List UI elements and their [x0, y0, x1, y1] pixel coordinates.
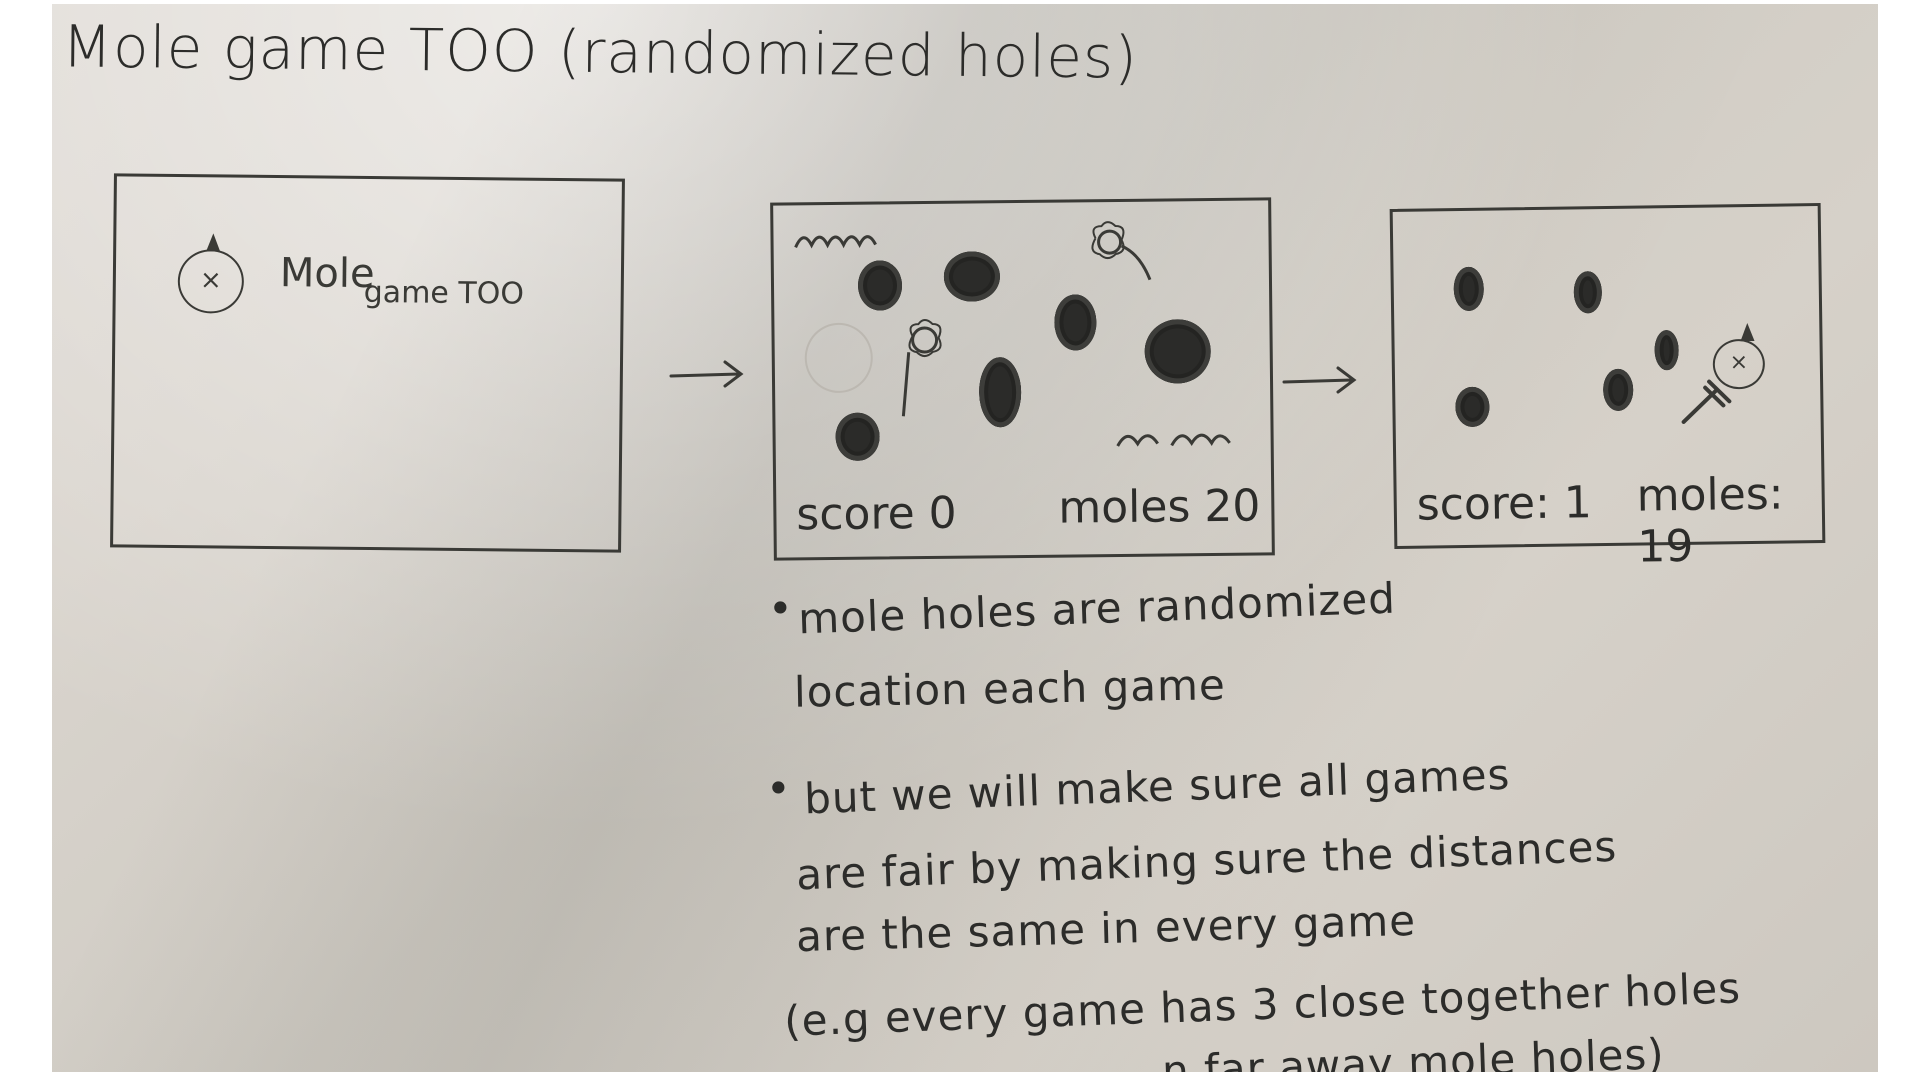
logo-word-mole: Mole [279, 250, 375, 298]
notebook-page: Mole game TOO (randomized holes) × Mole … [52, 4, 1878, 1072]
arrow-right-icon [1282, 366, 1357, 394]
grass-squiggle-icon [794, 235, 877, 249]
mole-hole[interactable] [835, 412, 880, 461]
score-label: score 0 [796, 487, 957, 541]
mole-hole[interactable] [1054, 294, 1097, 351]
page-title: Mole game TOO (randomized holes) [61, 12, 1139, 92]
note-bullet: • [765, 763, 793, 814]
note-line: location each game [793, 660, 1227, 717]
mole-hole[interactable] [1654, 330, 1679, 371]
grass-squiggle-icon [1116, 433, 1231, 447]
title-screen-frame: × Mole game TOO [110, 173, 625, 553]
mole-hole[interactable] [943, 251, 1001, 302]
gameplay-frame: score 0 moles 20 [770, 197, 1275, 561]
mole-hole[interactable] [857, 260, 903, 311]
note-line: mole holes are randomized [797, 573, 1397, 644]
mallet-icon [1681, 379, 1732, 424]
mole-hole[interactable] [978, 357, 1022, 428]
hit-screen-frame: × score: 1 moles: 19 [1389, 203, 1826, 573]
flower-icon [901, 319, 942, 417]
arrow-right-icon [669, 360, 744, 388]
flower-icon [1091, 221, 1152, 281]
mole-hole[interactable] [1455, 386, 1490, 428]
note-line: n far away mole holes) [1161, 1029, 1666, 1072]
note-line: but we will make sure all games [803, 749, 1512, 824]
note-line: are the same in every game [795, 895, 1417, 962]
moles-remaining-label: moles: 19 [1636, 468, 1784, 573]
note-line: are fair by making sure the distances [795, 821, 1618, 900]
score-label: score: 1 [1416, 477, 1593, 531]
note-bullet: • [767, 583, 795, 634]
mole-hole[interactable] [1573, 271, 1603, 314]
empty-hole-outline [804, 322, 874, 394]
mole-hole[interactable] [1453, 266, 1485, 312]
mole-face-icon: × [177, 249, 245, 314]
mole-hole[interactable] [1602, 368, 1634, 412]
mole-hole[interactable] [1144, 319, 1212, 384]
logo-word-game-too: game TOO [363, 274, 525, 312]
moles-remaining-label: moles 20 [1058, 480, 1261, 534]
